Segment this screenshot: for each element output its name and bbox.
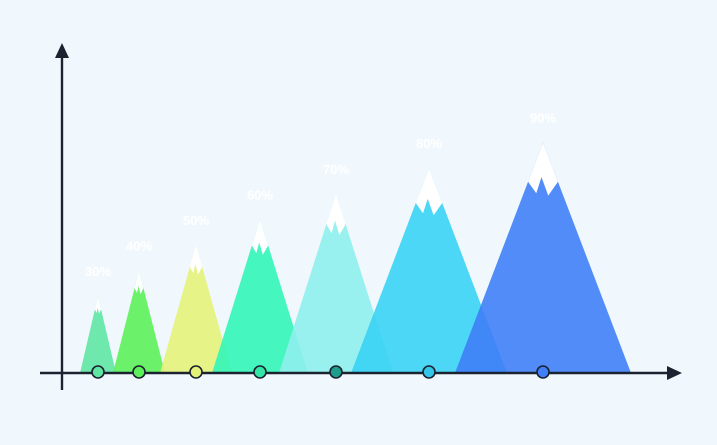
x-axis-arrow: [667, 366, 682, 380]
mountain-3: [160, 245, 232, 373]
percent-label-3: 50%: [183, 213, 209, 228]
y-axis-arrow: [55, 43, 69, 58]
percent-label-5: 70%: [323, 162, 349, 177]
mountain-snowcap-6: [415, 168, 443, 216]
x-marker-5: [329, 365, 343, 379]
mountain-snowcap-3: [189, 245, 203, 275]
mountain-1: [80, 296, 116, 373]
mountain-snowcap-1: [94, 296, 102, 314]
mountains-layer: [80, 142, 631, 373]
mountain-snowcap-2: [134, 270, 144, 295]
markers-layer: [91, 365, 550, 379]
mountain-snowcap-7: [528, 142, 558, 196]
x-marker-4: [253, 365, 267, 379]
x-marker-6: [422, 365, 436, 379]
percent-label-1: 30%: [85, 264, 111, 279]
x-marker-3: [189, 365, 203, 379]
mountain-5: [279, 193, 393, 373]
x-marker-1: [91, 365, 105, 379]
mountain-snowcap-4: [251, 219, 269, 255]
x-marker-7: [536, 365, 550, 379]
mountain-6: [351, 168, 507, 373]
labels-layer: 30% 40% 50% 60% 70% 80% 90%: [85, 111, 556, 280]
percent-label-2: 40%: [126, 239, 152, 254]
percent-label-4: 60%: [247, 187, 273, 202]
mountain-2: [113, 270, 165, 373]
percent-label-7: 90%: [530, 111, 556, 126]
mountain-snowcap-5: [326, 193, 346, 236]
x-marker-2: [132, 365, 146, 379]
percent-label-6: 80%: [416, 136, 442, 151]
mountain-4: [212, 219, 308, 373]
mountain-7: [455, 142, 631, 373]
